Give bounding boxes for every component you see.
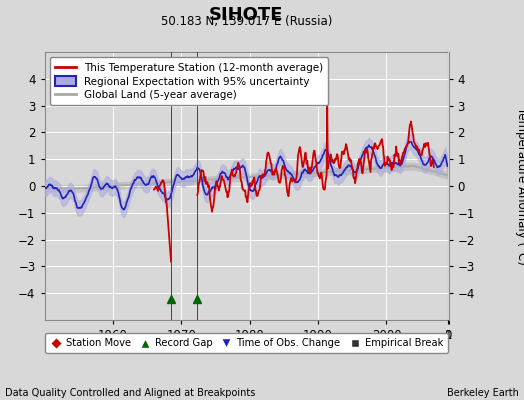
Text: Berkeley Earth: Berkeley Earth <box>447 388 519 398</box>
Text: Data Quality Controlled and Aligned at Breakpoints: Data Quality Controlled and Aligned at B… <box>5 388 256 398</box>
Text: Temperature Anomaly (°C): Temperature Anomaly (°C) <box>515 107 524 265</box>
Legend: Station Move, Record Gap, Time of Obs. Change, Empirical Break: Station Move, Record Gap, Time of Obs. C… <box>45 333 448 353</box>
Legend: This Temperature Station (12-month average), Regional Expectation with 95% uncer: This Temperature Station (12-month avera… <box>50 57 329 106</box>
Text: SIHOTE: SIHOTE <box>209 6 283 24</box>
Legend: Station Move, Record Gap, Time of Obs. Change, Empirical Break: Station Move, Record Gap, Time of Obs. C… <box>45 332 448 352</box>
Text: 50.183 N, 139.017 E (Russia): 50.183 N, 139.017 E (Russia) <box>160 15 332 28</box>
